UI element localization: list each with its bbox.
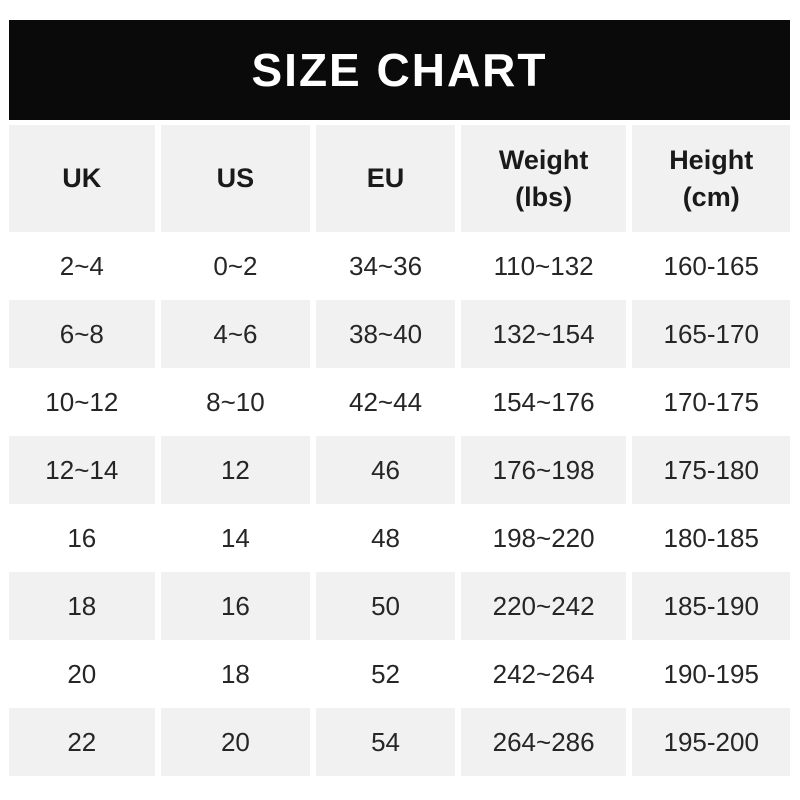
column-header-label: US xyxy=(216,163,255,193)
table-cell-us: 12 xyxy=(160,436,311,504)
column-header-height: Height (cm) xyxy=(632,125,790,232)
column-header-label-line1: Weight xyxy=(498,144,589,175)
table-cell-weight: 154~176 xyxy=(460,368,627,436)
table-row: 2~4 0~2 34~36 110~132 160-165 xyxy=(9,232,790,300)
table-cell-height: 160-165 xyxy=(632,232,790,300)
table-cell-us: 0~2 xyxy=(160,232,311,300)
table-header-row: UK US EU Weight (lbs) Height (cm) xyxy=(9,125,790,232)
table-cell-eu: 38~40 xyxy=(316,300,455,368)
table-cell-uk: 20 xyxy=(9,640,155,708)
table-row: 22 20 54 264~286 195-200 xyxy=(9,708,790,776)
table-cell-eu: 50 xyxy=(316,572,455,640)
table-cell-us: 8~10 xyxy=(160,368,311,436)
table-cell-height: 180-185 xyxy=(632,504,790,572)
table-row: 18 16 50 220~242 185-190 xyxy=(9,572,790,640)
column-header-label-line1: Height xyxy=(669,144,754,175)
column-header-us: US xyxy=(160,125,311,232)
table-cell-eu: 54 xyxy=(316,708,455,776)
table-cell-weight: 198~220 xyxy=(460,504,627,572)
table-cell-height: 195-200 xyxy=(632,708,790,776)
table-cell-us: 4~6 xyxy=(160,300,311,368)
size-chart-banner: SIZE CHART xyxy=(9,20,790,120)
table-cell-weight: 132~154 xyxy=(460,300,627,368)
table-cell-uk: 16 xyxy=(9,504,155,572)
table-cell-uk: 6~8 xyxy=(9,300,155,368)
table-cell-height: 165-170 xyxy=(632,300,790,368)
table-cell-us: 14 xyxy=(160,504,311,572)
column-header-label-line2: (cm) xyxy=(682,181,740,212)
table-row: 20 18 52 242~264 190-195 xyxy=(9,640,790,708)
table-row: 16 14 48 198~220 180-185 xyxy=(9,504,790,572)
column-header-label: UK xyxy=(62,163,102,193)
table-cell-weight: 242~264 xyxy=(460,640,627,708)
table-cell-height: 175-180 xyxy=(632,436,790,504)
table-cell-eu: 42~44 xyxy=(316,368,455,436)
table-cell-weight: 264~286 xyxy=(460,708,627,776)
column-header-label: EU xyxy=(366,163,405,193)
table-cell-eu: 34~36 xyxy=(316,232,455,300)
table-cell-height: 185-190 xyxy=(632,572,790,640)
table-cell-uk: 2~4 xyxy=(9,232,155,300)
table-cell-eu: 46 xyxy=(316,436,455,504)
table-cell-uk: 18 xyxy=(9,572,155,640)
column-header-uk: UK xyxy=(9,125,155,232)
table-cell-uk: 10~12 xyxy=(9,368,155,436)
table-cell-us: 20 xyxy=(160,708,311,776)
table-cell-weight: 220~242 xyxy=(460,572,627,640)
table-cell-height: 190-195 xyxy=(632,640,790,708)
page-title: SIZE CHART xyxy=(251,44,548,96)
table-row: 6~8 4~6 38~40 132~154 165-170 xyxy=(9,300,790,368)
table-cell-height: 170-175 xyxy=(632,368,790,436)
column-header-eu: EU xyxy=(316,125,455,232)
table-cell-eu: 48 xyxy=(316,504,455,572)
table-cell-us: 18 xyxy=(160,640,311,708)
size-table: UK US EU Weight (lbs) Height (cm) 2~4 0~… xyxy=(9,125,790,776)
table-cell-us: 16 xyxy=(160,572,311,640)
table-row: 10~12 8~10 42~44 154~176 170-175 xyxy=(9,368,790,436)
table-cell-eu: 52 xyxy=(316,640,455,708)
table-cell-weight: 110~132 xyxy=(460,232,627,300)
column-header-weight: Weight (lbs) xyxy=(460,125,627,232)
table-cell-uk: 12~14 xyxy=(9,436,155,504)
table-cell-uk: 22 xyxy=(9,708,155,776)
table-row: 12~14 12 46 176~198 175-180 xyxy=(9,436,790,504)
table-cell-weight: 176~198 xyxy=(460,436,627,504)
column-header-label-line2: (lbs) xyxy=(515,181,573,212)
